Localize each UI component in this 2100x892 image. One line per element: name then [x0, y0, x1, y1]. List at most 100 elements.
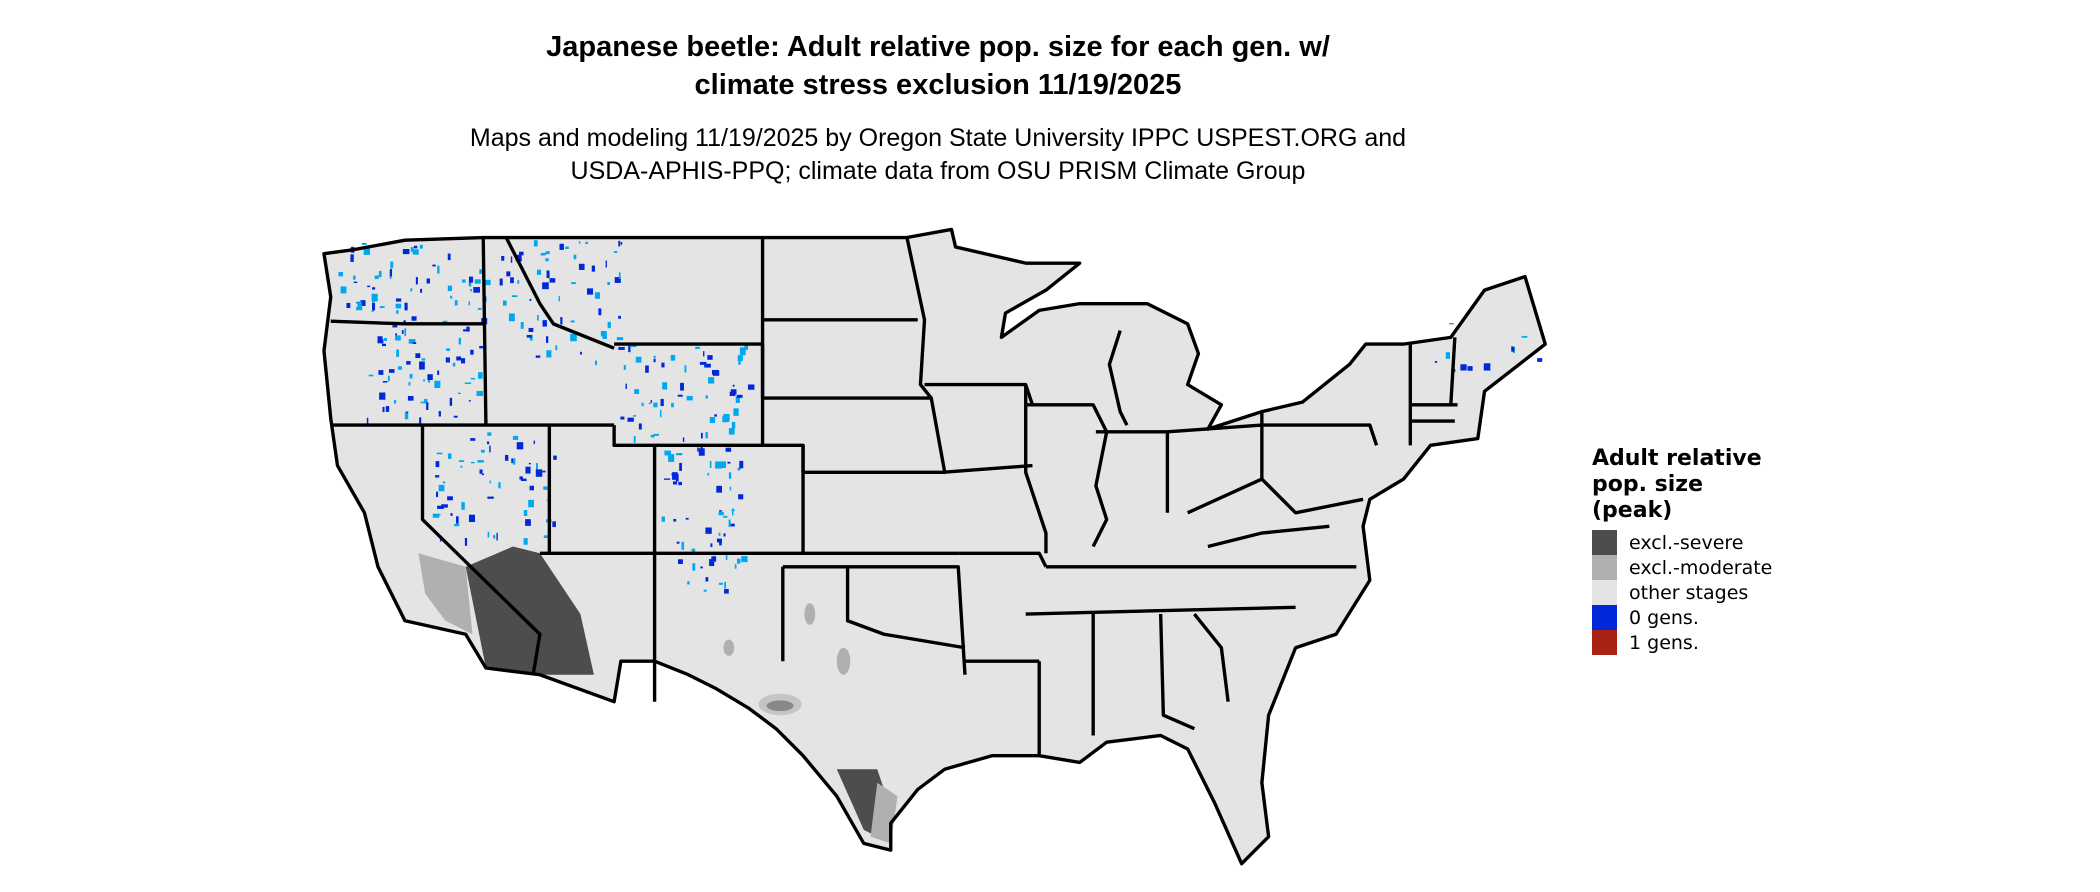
zero-gens-patch	[437, 505, 444, 509]
zero-gens-patch	[723, 533, 726, 537]
zero-gens-patch	[653, 355, 656, 359]
zero-gens-patch	[408, 381, 411, 386]
zero-gens-patch	[707, 472, 710, 476]
zero-gens-patch	[546, 350, 552, 358]
zero-gens-patch	[438, 484, 445, 492]
legend-item: 0 gens.	[1592, 605, 1772, 630]
zero-gens-patch	[396, 349, 399, 357]
zero-gens-patch	[415, 277, 418, 285]
zero-gens-patch	[499, 278, 503, 286]
zero-gens-patch	[661, 516, 665, 522]
zero-gens-patch	[390, 261, 394, 269]
zero-gens-patch	[394, 399, 397, 404]
zero-gens-patch	[486, 441, 490, 445]
zero-gens-patch	[718, 532, 721, 536]
zero-gens-patch	[731, 508, 734, 516]
zero-gens-patch	[438, 411, 441, 417]
zero-gens-patch	[427, 378, 431, 383]
zero-gens-patch	[741, 556, 748, 563]
zero-gens-patch	[470, 377, 476, 380]
legend-title-line: pop. size	[1592, 472, 1703, 497]
zero-gens-patch	[738, 494, 744, 500]
zero-gens-patch	[423, 399, 428, 404]
zero-gens-patch	[543, 486, 549, 490]
zero-gens-patch	[477, 307, 482, 310]
zero-gens-patch	[379, 392, 386, 400]
zero-gens-patch	[413, 245, 418, 249]
zero-gens-patch	[686, 395, 693, 401]
zero-gens-patch	[728, 519, 731, 528]
zero-gens-patch	[653, 402, 658, 408]
zero-gens-patch	[664, 450, 672, 456]
zero-gens-patch	[585, 241, 588, 245]
zero-gens-patch	[466, 326, 470, 332]
zero-gens-patch	[705, 431, 708, 439]
zero-gens-patch	[395, 303, 402, 309]
zero-gens-patch	[586, 288, 594, 295]
zero-gens-patch	[633, 435, 636, 443]
zero-gens-patch	[677, 559, 683, 565]
zero-gens-patch	[350, 254, 354, 262]
zero-gens-patch	[540, 252, 546, 256]
zero-gens-patch	[731, 509, 735, 511]
zero-gens-patch	[607, 321, 611, 329]
zero-gens-patch	[437, 265, 440, 274]
zero-gens-patch	[484, 279, 491, 286]
zero-gens-patch	[709, 559, 715, 567]
zero-gens-patch	[682, 437, 685, 442]
zero-gens-patch	[600, 330, 606, 337]
legend-item: other stages	[1592, 580, 1772, 605]
zero-gens-patch	[620, 241, 623, 245]
legend-swatch	[1592, 630, 1617, 655]
zero-gens-patch	[387, 375, 390, 382]
zero-gens-patch	[447, 285, 452, 292]
legend-swatch	[1592, 605, 1617, 630]
zero-gens-patch	[676, 453, 683, 456]
zero-gens-patch	[456, 356, 462, 361]
zero-gens-patch	[653, 433, 659, 436]
zero-gens-patch	[489, 480, 491, 484]
zero-gens-patch	[680, 382, 684, 391]
zero-gens-patch	[374, 275, 379, 280]
zero-gens-patch	[468, 276, 474, 283]
zero-gens-patch	[520, 478, 527, 481]
zero-gens-patch	[705, 577, 709, 582]
zero-gens-patch	[605, 260, 607, 268]
zero-gens-patch	[545, 251, 550, 255]
zero-gens-patch	[526, 334, 532, 338]
zero-gens-patch	[591, 265, 595, 272]
zero-gens-patch	[510, 277, 514, 284]
zero-gens-patch	[578, 241, 581, 244]
zero-gens-patch	[546, 270, 550, 279]
zero-gens-patch	[447, 253, 451, 261]
zero-gens-patch	[545, 336, 549, 343]
zero-gens-patch	[632, 415, 637, 417]
zero-gens-patch	[559, 243, 564, 250]
zero-gens-patch	[716, 485, 723, 493]
zero-gens-patch	[700, 432, 703, 439]
zero-gens-patch	[412, 249, 419, 255]
zero-gens-patch	[525, 519, 531, 526]
zero-gens-patch	[363, 246, 371, 255]
zero-gens-patch	[470, 461, 475, 464]
zero-gens-patch	[510, 256, 513, 263]
zero-gens-patch	[536, 269, 542, 275]
zero-gens-patch	[598, 308, 602, 316]
legend-label: excl.-severe	[1629, 531, 1744, 554]
zero-gens-patch	[457, 392, 461, 394]
zero-gens-patch	[436, 491, 439, 498]
zero-gens-patch	[709, 460, 712, 468]
zero-gens-patch	[461, 279, 466, 283]
zero-gens-patch	[502, 300, 507, 306]
zero-gens-patch	[395, 298, 402, 302]
zero-gens-patch	[377, 336, 383, 344]
zero-gens-patch	[747, 384, 755, 390]
zero-gens-patch	[1537, 358, 1543, 362]
zero-gens-patch	[700, 446, 703, 454]
zero-gens-patch	[728, 428, 735, 435]
zero-gens-patch	[618, 272, 621, 280]
zero-gens-patch	[668, 454, 675, 462]
zero-gens-patch	[385, 406, 390, 412]
zero-gens-patch	[737, 467, 741, 471]
zero-gens-patch	[404, 411, 409, 420]
